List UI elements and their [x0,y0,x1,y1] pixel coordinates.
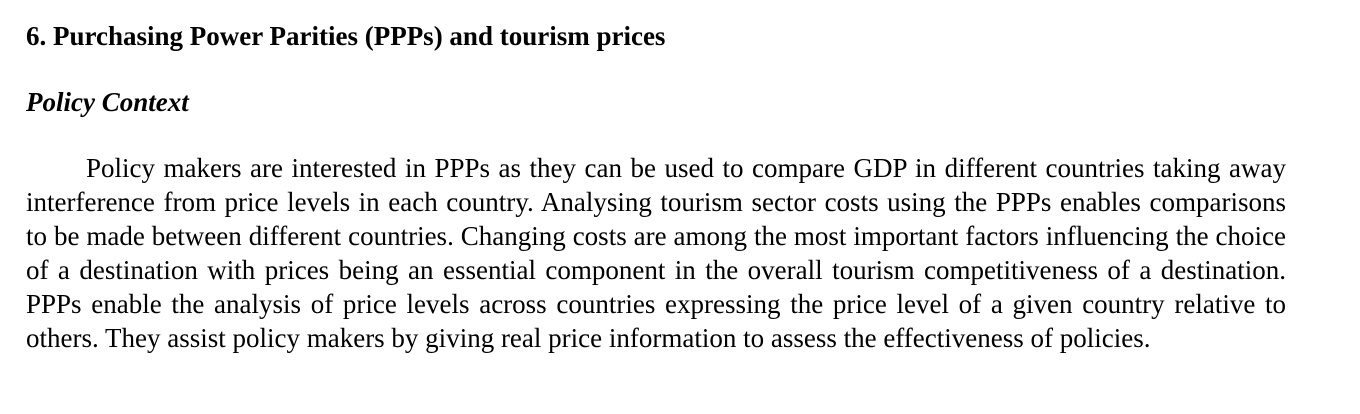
section-heading: 6. Purchasing Power Parities (PPPs) and … [26,21,666,51]
policy-context-subheading: Policy Context [26,87,189,117]
policy-context-paragraph: Policy makers are interested in PPPs as … [26,153,1286,353]
